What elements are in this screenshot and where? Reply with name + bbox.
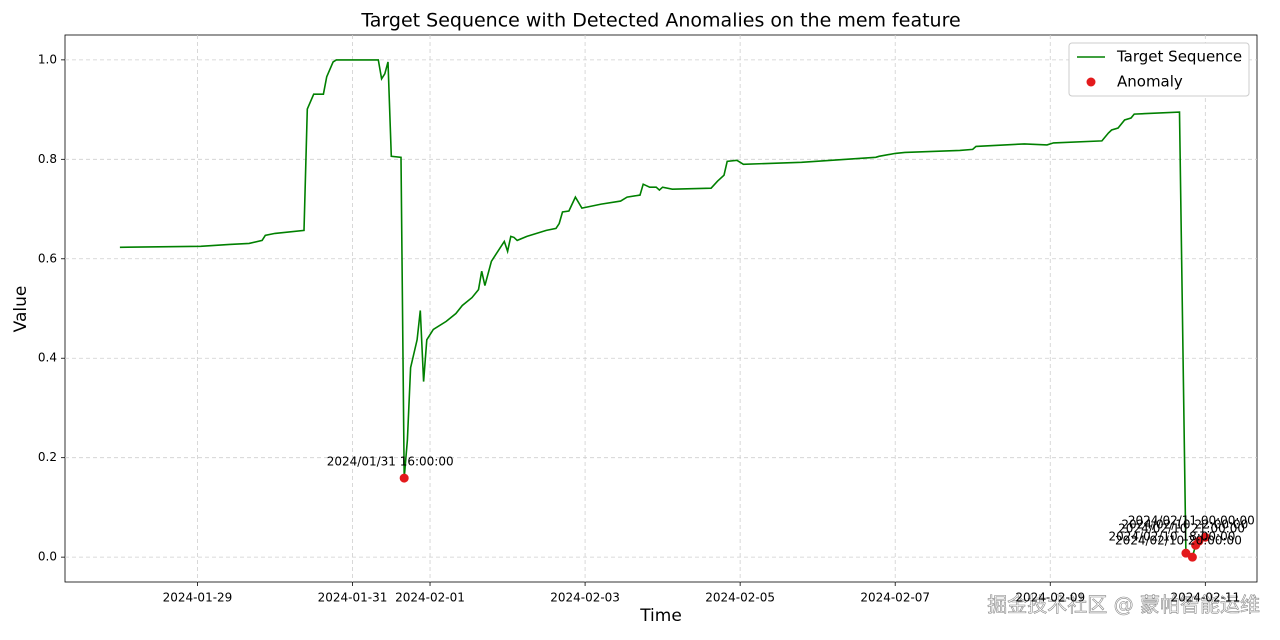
y-axis-label: Value — [11, 286, 31, 333]
x-tick-label: 2024-01-29 — [163, 591, 233, 605]
anomaly-label: 2024/02/10 21:00:00 — [1118, 522, 1245, 536]
anomaly-point — [1194, 536, 1204, 546]
anomaly-label: 2024/01/31 16:00:00 — [327, 455, 454, 469]
x-tick-label: 2024-02-03 — [550, 591, 620, 605]
x-tick-label: 2024-02-09 — [1015, 591, 1085, 605]
anomaly-label: 2024/02/10 18:00:00 — [1108, 530, 1235, 544]
anomaly-point — [399, 473, 409, 483]
chart-title: Target Sequence with Detected Anomalies … — [360, 10, 960, 32]
y-tick-label: 0.4 — [38, 351, 57, 365]
x-tick-label: 2024-02-11 — [1170, 591, 1240, 605]
x-tick-label: 2024-02-05 — [705, 591, 775, 605]
y-tick-label: 0.0 — [38, 550, 57, 564]
watermark: 掘金技术社区 @ 蒙帕智能运维 — [987, 593, 1260, 617]
plot-frame — [64, 34, 1258, 583]
anomaly-point — [1187, 552, 1197, 562]
anomaly-label: 2024/02/11 00:00:00 — [1128, 514, 1255, 528]
data-line — [119, 59, 1206, 559]
legend-marker — [1086, 77, 1096, 87]
x-tick-label: 2024-02-07 — [860, 591, 930, 605]
y-tick-label: 0.8 — [38, 152, 57, 166]
y-tick-label: 0.2 — [38, 450, 57, 464]
anomaly-point — [1181, 548, 1191, 558]
anomaly-label: 2024/02/10 22:00:00 — [1121, 518, 1248, 532]
legend-box — [1068, 42, 1250, 97]
legend-label: Target Sequence — [1116, 48, 1242, 66]
legend-label: Anomaly — [1117, 73, 1183, 91]
y-tick-label: 1.0 — [38, 52, 57, 66]
y-tick-label: 0.6 — [38, 251, 57, 265]
anomaly-point — [1200, 532, 1210, 542]
x-tick-label: 2024-01-31 — [318, 591, 388, 605]
anomaly-label: 2024/02/10 20:00:00 — [1115, 534, 1242, 548]
x-axis-label: Time — [639, 606, 682, 626]
x-tick-label: 2024-02-01 — [395, 591, 465, 605]
